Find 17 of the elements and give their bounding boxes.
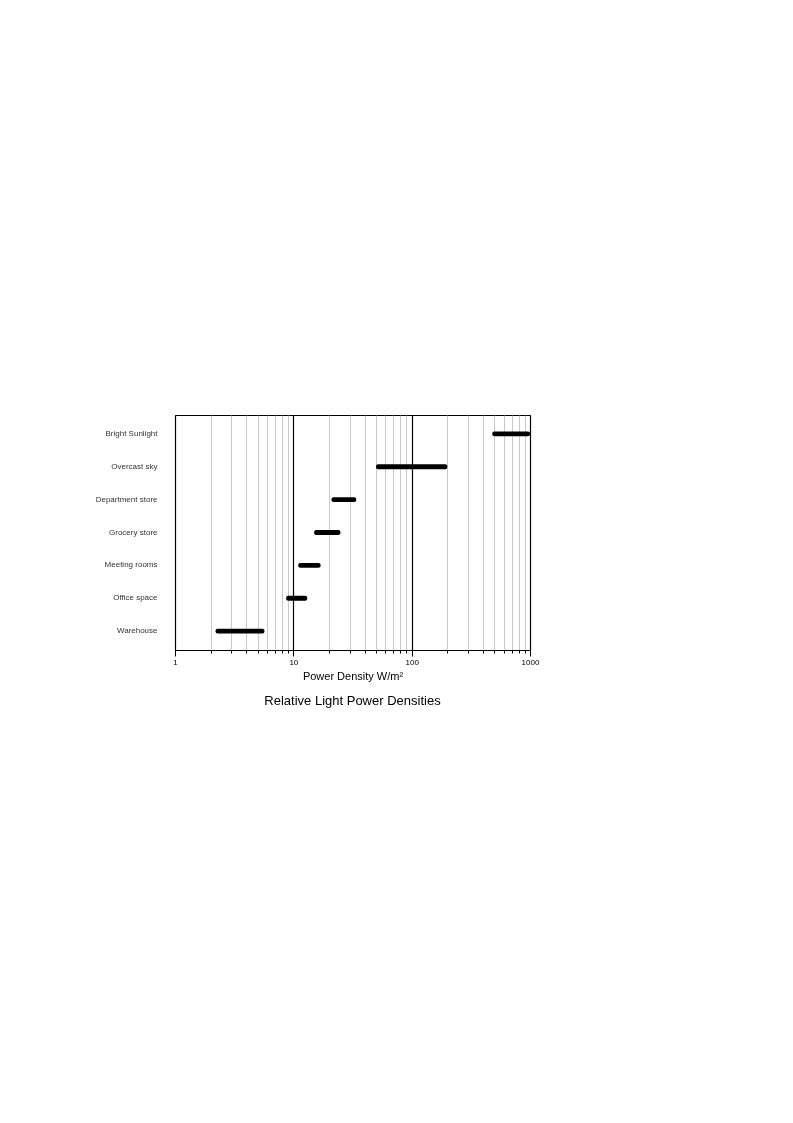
y-tick-label: Office space [113,593,159,603]
bar [298,562,321,568]
y-tick-label: Department store [95,494,159,504]
bar [215,628,265,634]
x-axis-title: Power Density W/m² [302,669,404,682]
y-tick-label: Meeting rooms [104,560,158,570]
x-tick-label: 1 [173,657,179,667]
bar [314,530,341,535]
y-tick-label: Warehouse [116,626,159,636]
x-tick-label: 100 [405,657,420,667]
y-tick-label: Bright Sunlight [105,428,159,438]
text: Relative Light Power Densities [264,693,442,708]
x-tick-label: 1000 [521,657,540,667]
bar [331,497,357,503]
y-tick-label: Overcast sky [111,461,158,471]
x-tick-label: 10 [289,657,299,667]
y-tick-label: Grocery store [109,527,159,537]
